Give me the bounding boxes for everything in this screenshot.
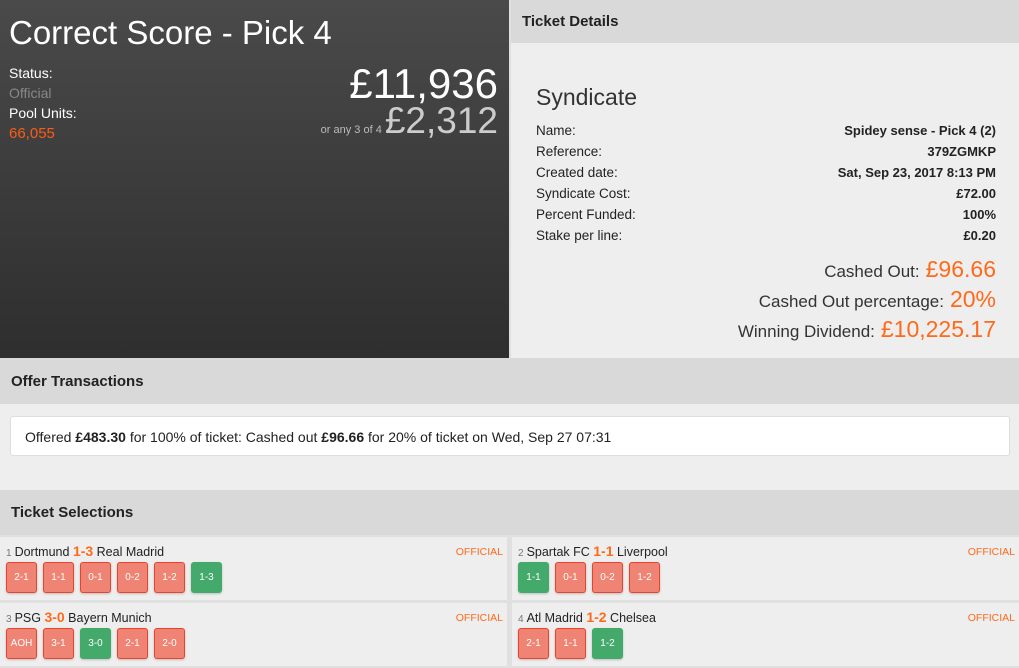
leg-title: 1 Dortmund 1-3 Real Madrid (6, 543, 164, 559)
cashed-out-pct-value: 20% (949, 286, 996, 312)
detail-row: Syndicate Cost: £72.00 (536, 186, 996, 207)
score-picks: AOH 3-1 3-0 2-1 2-0 (6, 628, 185, 659)
score-pick-winning: 1-1 (518, 562, 549, 593)
leg-card: 3 PSG 3-0 Bayern Munich OFFICIAL AOH 3-1 3-… (0, 603, 507, 666)
cashout-amount: £96.66 (321, 429, 365, 445)
syndicate-heading: Syndicate (536, 84, 638, 110)
score-pick-winning: 1-3 (191, 562, 222, 593)
home-team: Spartak FC (526, 545, 590, 559)
detail-row: Reference: 379ZGMKP (536, 144, 996, 165)
leg-status: OFFICIAL (967, 612, 1015, 624)
detail-value: £0.20 (963, 228, 996, 243)
leg-status: OFFICIAL (967, 546, 1015, 558)
score-picks: 1-1 0-1 0-2 1-2 (518, 562, 660, 593)
leg-number: 1 (6, 548, 12, 559)
score-pick-losing: 1-1 (555, 628, 586, 659)
score-pick-losing: 1-1 (43, 562, 74, 593)
offer-amount: £483.30 (75, 429, 126, 445)
away-team: Real Madrid (96, 545, 165, 559)
score-pick-losing: 0-2 (117, 562, 148, 593)
leg-number: 3 (6, 614, 12, 625)
score-pick-losing: 2-0 (154, 628, 185, 659)
alt-dividend-row: or any 3 of 4£2,312 (321, 100, 498, 142)
cashed-out-value: £96.66 (925, 256, 996, 282)
offer-text: for 100% of ticket: Cashed out (125, 429, 322, 445)
home-team: Atl Madrid (526, 611, 583, 625)
score-picks: 2-1 1-1 0-1 0-2 1-2 1-3 (6, 562, 222, 593)
score-pick-losing: 2-1 (6, 562, 37, 593)
pool-title: Correct Score - Pick 4 (9, 14, 332, 51)
detail-value: £72.00 (956, 186, 996, 201)
score-pick-losing: 0-2 (592, 562, 623, 593)
offer-transactions-header: Offer Transactions (0, 358, 1019, 404)
ticket-details-panel: Ticket Details Syndicate Name: Spidey sen… (511, 0, 1019, 358)
leg-score: 1-2 (586, 609, 607, 625)
offer-text: for 20% of ticket on Wed, Sep 27 07:31 (364, 429, 612, 445)
score-pick-losing: 2-1 (117, 628, 148, 659)
leg-number: 4 (518, 614, 524, 625)
pool-units-value: 66,055 (9, 125, 55, 142)
leg-title: 3 PSG 3-0 Bayern Munich (6, 609, 152, 625)
status-value: Official (9, 85, 52, 101)
detail-label: Name: (536, 123, 576, 138)
score-pick-losing: 2-1 (518, 628, 549, 659)
pool-summary-panel: Correct Score - Pick 4 Status: Official … (0, 0, 509, 358)
leg-card: 4 Atl Madrid 1-2 Chelsea OFFICIAL 2-1 1-1 1… (512, 603, 1019, 666)
leg-status: OFFICIAL (455, 612, 503, 624)
score-picks: 2-1 1-1 1-2 (518, 628, 623, 659)
leg-status: OFFICIAL (455, 546, 503, 558)
score-pick-losing: AOH (6, 628, 37, 659)
score-pick-losing: 0-1 (555, 562, 586, 593)
away-team: Chelsea (610, 611, 656, 625)
detail-label: Reference: (536, 144, 603, 159)
detail-value: Sat, Sep 23, 2017 8:13 PM (837, 165, 996, 180)
offer-transaction-item: Offered £483.30 for 100% of ticket: Cash… (10, 416, 1010, 456)
ticket-details-header: Ticket Details (511, 0, 1019, 43)
leg-card: 1 Dortmund 1-3 Real Madrid OFFICIAL 2-1 1-… (0, 537, 507, 600)
cashed-out-label: Cashed Out: (824, 262, 920, 281)
alt-dividend: £2,312 (384, 100, 498, 141)
offer-text: Offered (25, 429, 76, 445)
cashed-out-pct-row: Cashed Out percentage: 20% (759, 286, 996, 313)
detail-value: 100% (962, 207, 996, 222)
leg-number: 2 (518, 548, 524, 559)
winning-dividend-value: £10,225.17 (880, 316, 996, 342)
pool-units-label: Pool Units: (9, 105, 77, 121)
score-pick-losing: 1-2 (154, 562, 185, 593)
detail-label: Created date: (536, 165, 618, 180)
alt-dividend-label: or any 3 of 4 (320, 124, 382, 136)
cashed-out-row: Cashed Out: £96.66 (824, 256, 996, 283)
score-pick-winning: 3-0 (80, 628, 111, 659)
detail-label: Stake per line: (536, 228, 623, 243)
leg-title: 2 Spartak FC 1-1 Liverpool (518, 543, 668, 559)
winning-dividend-row: Winning Dividend: £10,225.17 (738, 316, 996, 343)
leg-title: 4 Atl Madrid 1-2 Chelsea (518, 609, 656, 625)
detail-row: Name: Spidey sense - Pick 4 (2) (536, 123, 996, 144)
home-team: Dortmund (14, 545, 70, 559)
status-label: Status: (9, 65, 53, 81)
detail-row: Percent Funded: 100% (536, 207, 996, 228)
winning-dividend-label: Winning Dividend: (737, 322, 875, 341)
leg-card: 2 Spartak FC 1-1 Liverpool OFFICIAL 1-1 0-… (512, 537, 1019, 600)
offer-transactions-body: Offered £483.30 for 100% of ticket: Cash… (0, 404, 1019, 490)
detail-label: Syndicate Cost: (536, 186, 631, 201)
leg-score: 3-0 (44, 609, 65, 625)
away-team: Liverpool (616, 545, 668, 559)
main-dividend: £11,936 (349, 60, 498, 107)
leg-score: 1-3 (72, 543, 94, 559)
leg-score: 1-1 (593, 543, 614, 559)
ticket-selections-header: Ticket Selections (0, 490, 1019, 535)
score-pick-losing: 0-1 (80, 562, 111, 593)
detail-label: Percent Funded: (536, 207, 636, 222)
detail-row: Stake per line: £0.20 (536, 228, 996, 249)
score-pick-losing: 3-1 (43, 628, 74, 659)
detail-row: Created date: Sat, Sep 23, 2017 8:13 PM (536, 165, 996, 186)
score-pick-winning: 1-2 (592, 628, 623, 659)
detail-value: Spidey sense - Pick 4 (2) (844, 123, 996, 138)
score-pick-losing: 1-2 (629, 562, 660, 593)
detail-value: 379ZGMKP (927, 144, 996, 159)
away-team: Bayern Munich (68, 611, 152, 625)
home-team: PSG (14, 611, 41, 625)
cashed-out-pct-label: Cashed Out percentage: (758, 292, 944, 311)
